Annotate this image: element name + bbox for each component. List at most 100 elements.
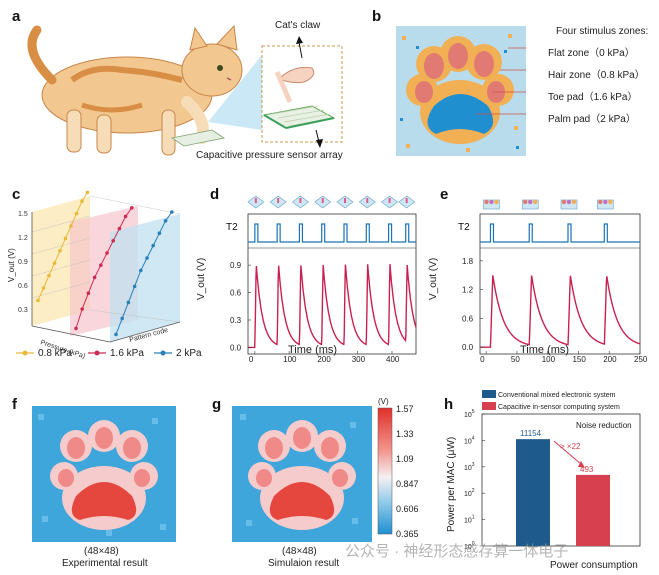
h-bar-1 (576, 474, 610, 546)
e-response-curve (480, 275, 641, 348)
c-point-2-3 (132, 284, 137, 289)
c-point-2-5 (145, 256, 149, 260)
d-xtick-3: 300 (352, 355, 366, 364)
d-ytick-2: 0.6 (230, 289, 242, 298)
d-t2-label: T2 (226, 222, 238, 233)
cat-illustration (27, 24, 343, 156)
e-t2-label: T2 (458, 222, 470, 233)
c-point-0-3 (52, 261, 57, 265)
h-xlabel: Power consumption (550, 560, 638, 571)
c-point-1-0 (74, 326, 78, 331)
c-point-2-9 (170, 210, 174, 214)
c-point-1-4 (99, 263, 103, 267)
c-point-2-4 (139, 268, 143, 273)
h-ytick-0: 100 (464, 541, 475, 551)
colorbar-tick-2: 1.09 (396, 454, 414, 464)
e-xtick-5: 250 (634, 355, 648, 364)
h-annotation: Noise reduction (576, 421, 632, 430)
g-size-label: (48×48) (282, 546, 317, 557)
c-point-0-5 (63, 236, 68, 241)
legend-swatch-0.8kpa (22, 350, 28, 356)
h-ylabel: Power per MAC (μW) (446, 436, 457, 532)
c-point-0-2 (47, 273, 51, 278)
d-ylabel: V_out (V) (196, 257, 207, 300)
h-legend-conventional: Conventional mixed electronic system (498, 392, 616, 399)
c-point-1-1 (80, 307, 84, 311)
panel-a-letter: a (12, 8, 21, 25)
colorbar-tick-4: 0.606 (396, 504, 419, 514)
d-xtick-0: 0 (249, 355, 254, 364)
zone-toe-label: Toe pad（1.6 kPa） (548, 92, 638, 103)
e-xlabel: Time (ms) (520, 344, 570, 356)
c-point-0-0 (36, 298, 40, 303)
c-point-2-1 (120, 316, 124, 321)
panel-f-letter: f (12, 396, 17, 413)
colorbar-tick-5: 0.365 (396, 529, 419, 539)
c-point-1-8 (123, 214, 128, 219)
c-ytick-1: 0.6 (18, 283, 28, 290)
c-point-2-7 (157, 231, 162, 235)
c-point-2-2 (126, 300, 131, 305)
e-xtick-4: 200 (603, 355, 617, 364)
colorbar-unit: (V) (378, 397, 389, 406)
c-point-2-8 (163, 219, 168, 223)
chart-c-legend: 0.8 kPa 1.6 kPa 2 kPa (16, 348, 202, 359)
legend-label-2kpa: 2 kPa (176, 348, 202, 359)
d-t2-pulse-train (248, 223, 416, 243)
c-ylabel: V_out (V) (7, 248, 16, 282)
panel-c-letter: c (12, 186, 21, 203)
c-point-1-6 (111, 239, 115, 243)
legend-swatch-2kpa (160, 350, 166, 356)
c-point-0-1 (41, 286, 46, 290)
c-point-0-4 (58, 249, 62, 253)
panel-e-letter: e (440, 186, 449, 203)
d-xtick-4: 400 (386, 355, 400, 364)
c-line-1 (75, 207, 133, 329)
h-ytick-1: 101 (464, 515, 475, 525)
d-response-curve (248, 263, 417, 349)
legend-swatch-1.6kpa (94, 350, 100, 356)
sensor-array-label: Capacitive pressure sensor array (196, 150, 343, 161)
d-ytick-0: 0.0 (230, 343, 242, 352)
d-ytick-3: 0.9 (230, 261, 242, 270)
h-bar-0 (516, 439, 550, 546)
e-xtick-2: 100 (542, 355, 556, 364)
f-size-label: (48×48) (84, 546, 119, 557)
pressure-zone-map (396, 26, 526, 156)
legend-label-1.6kpa: 1.6 kPa (110, 348, 144, 359)
h-ytick-2: 102 (464, 488, 475, 498)
zone-palm-label: Palm pad（2 kPa） (548, 114, 636, 125)
e-ytick-0: 0.0 (462, 343, 474, 352)
c-point-0-8 (80, 199, 84, 203)
zones-title: Four stimulus zones: (556, 26, 649, 37)
c-ytick-4: 1.5 (18, 211, 28, 218)
c-ytick-3: 1.2 (18, 235, 28, 242)
c-point-2-6 (151, 243, 155, 248)
c-point-0-9 (85, 190, 90, 195)
e-xtick-1: 50 (511, 355, 520, 364)
panel-h-letter: h (444, 396, 454, 413)
panel-g-letter: g (212, 396, 222, 413)
zone-flat-label: Flat zone（0 kPa） (548, 48, 635, 59)
c-point-1-3 (92, 275, 97, 280)
f-caption: Experimental result (62, 558, 148, 569)
c-point-0-7 (74, 211, 79, 216)
colorbar-tick-0: 1.57 (396, 404, 414, 414)
c-point-2-0 (114, 332, 118, 337)
c-ytick-0: 0.3 (18, 307, 28, 314)
chart-d-response: T2 0 100 200 300 400 0.0 0.3 0.6 0.9 (226, 195, 417, 364)
chart-e-response: T2 0 50 100 150 200 250 0.0 0.6 1.2 1.8 (458, 199, 648, 364)
e-ytick-2: 1.2 (462, 286, 474, 295)
e-t2-pulse-train (480, 223, 640, 243)
c-point-0-6 (69, 224, 73, 228)
c-line-0 (37, 192, 88, 301)
c-line-2 (115, 211, 173, 335)
cats-claw-label: Cat's claw (275, 20, 321, 31)
e-ylabel: V_out (V) (428, 257, 439, 300)
d-xlabel: Time (ms) (288, 344, 338, 356)
g-caption: Simulaion result (268, 558, 340, 569)
h-ytick-4: 104 (464, 435, 475, 445)
h-legend-swatch-capacitive (482, 402, 496, 410)
d-xtick-2: 200 (317, 355, 331, 364)
e-ytick-3: 1.8 (462, 257, 474, 266)
